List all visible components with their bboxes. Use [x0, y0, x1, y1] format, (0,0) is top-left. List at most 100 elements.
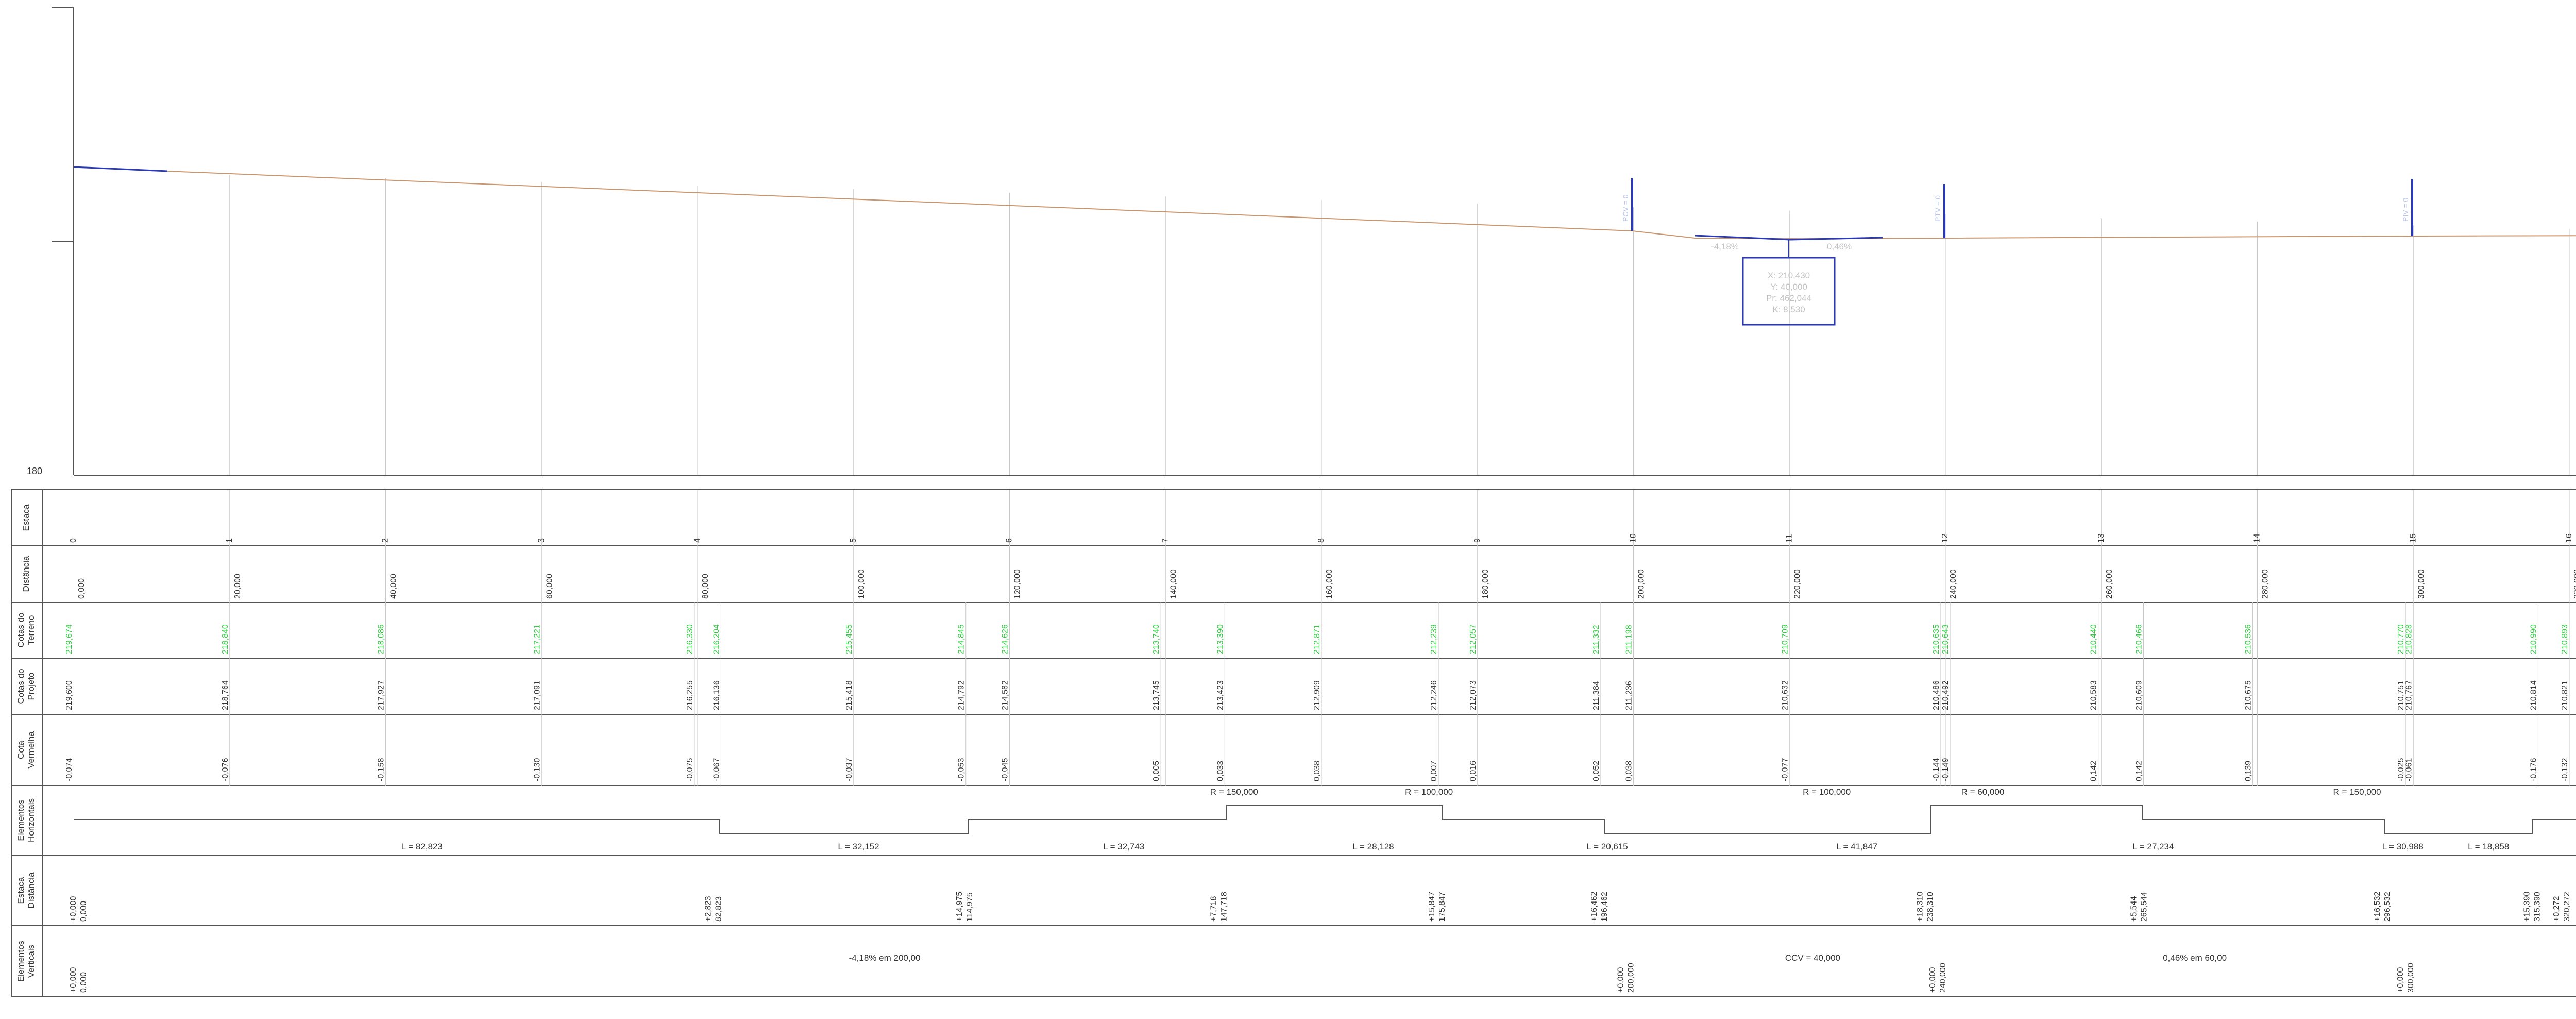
cumulative-distance: 315,390: [2533, 892, 2541, 922]
design-grade-start: [73, 166, 168, 172]
terrain-elevation: 211,198: [1625, 625, 1634, 654]
red-elevation: -0,144: [1932, 758, 1941, 781]
profile-line: [167, 171, 2576, 240]
cumulative-distance: 0,000: [79, 901, 88, 922]
project-elevation: 217,927: [377, 680, 386, 710]
project-elevation: 211,384: [1592, 681, 1601, 710]
station-number: 6: [1005, 538, 1014, 543]
row-label: Elementos: [16, 799, 26, 841]
radius-label: R = 150,000: [2333, 787, 2381, 797]
red-elevation: 0,139: [2244, 761, 2252, 781]
radius-label: R = 100,000: [1803, 787, 1851, 797]
station-number: 3: [537, 538, 546, 543]
station-number: 16: [2565, 533, 2573, 543]
red-elevation: 0,038: [1625, 761, 1634, 781]
red-elevation: -0,061: [2404, 758, 2413, 781]
red-elevation: -0,130: [533, 758, 541, 781]
distance-value: 160,000: [1325, 569, 1334, 599]
station-number: 15: [2409, 533, 2417, 543]
row-label: Estaca: [21, 504, 31, 531]
distance-value: 320,000: [2573, 569, 2576, 599]
station-number: 5: [849, 538, 858, 543]
station-number: 11: [1785, 534, 1793, 543]
terrain-elevation: 210,536: [2244, 624, 2252, 654]
length-label: L = 28,128: [1352, 842, 1394, 851]
terrain-elevation: 210,828: [2404, 624, 2413, 654]
project-elevation: 210,751: [2397, 680, 2405, 710]
red-elevation: -0,053: [957, 758, 966, 781]
terrain-elevation: 219,674: [65, 624, 74, 654]
project-elevation: 216,136: [712, 680, 721, 710]
curve-info-y: Y: 40,000: [1770, 282, 1807, 292]
terrain-elevation: 218,840: [221, 624, 230, 654]
red-elevation: -0,045: [1001, 758, 1010, 781]
project-elevation: 219,600: [65, 680, 74, 710]
curve-info-x: X: 210,430: [1768, 271, 1810, 280]
station-number: 10: [1629, 533, 1638, 543]
length-label: L = 32,743: [1103, 842, 1144, 851]
project-elevation: 212,909: [1313, 680, 1321, 710]
vertical-element-label: 0,46% em 60,00: [2163, 953, 2227, 963]
terrain-elevation: 212,057: [1469, 624, 1478, 654]
terrain-elevation: 214,845: [957, 624, 966, 654]
project-elevation: 213,745: [1152, 680, 1161, 710]
slope-out-label: 0,46%: [1827, 242, 1852, 252]
elevation-label: 180: [27, 466, 42, 476]
terrain-elevation: 213,740: [1152, 624, 1161, 654]
red-elevation: -0,067: [712, 758, 721, 781]
row-label: Terreno: [26, 615, 36, 645]
project-elevation: 210,583: [2090, 680, 2098, 710]
station-number: 2: [381, 538, 390, 543]
station-number: 14: [2253, 533, 2262, 543]
vertical-distance: 300,000: [2406, 963, 2415, 993]
station-offset: +5,544: [2129, 896, 2138, 922]
project-elevation: 212,246: [1430, 680, 1438, 710]
vertical-element-label: CCV = 40,000: [1785, 953, 1840, 963]
red-elevation: -0,075: [686, 758, 694, 781]
distance-value: 200,000: [1637, 569, 1646, 599]
row-label: Projeto: [26, 673, 36, 700]
terrain-elevation: 210,440: [2090, 624, 2098, 654]
vertical-station-offset: +0,000: [69, 967, 78, 993]
profile-area: 180 PCV = 0 PTV = 0 PIV = 0 X: 210,430 Y…: [27, 7, 2576, 476]
distance-value: 100,000: [857, 569, 866, 599]
station-offset: +15,847: [1428, 892, 1436, 922]
project-elevation: 212,073: [1469, 680, 1478, 710]
distance-value: 60,000: [545, 574, 554, 599]
terrain-elevation: 217,221: [533, 624, 541, 654]
pcv-label: PCV = 0: [1621, 194, 1630, 222]
cumulative-distance: 114,975: [965, 892, 974, 922]
project-elevation: 214,792: [957, 680, 966, 710]
terrain-elevation: 210,770: [2397, 624, 2405, 654]
horizontal-alignment-diagram: [74, 805, 2576, 834]
station-number: 7: [1161, 538, 1170, 543]
distance-value: 120,000: [1013, 569, 1022, 599]
project-elevation: 210,675: [2244, 680, 2252, 710]
length-label: L = 20,615: [1587, 842, 1628, 851]
red-elevation: -0,076: [221, 758, 230, 781]
vertical-station-offset: +0,000: [2396, 967, 2405, 993]
terrain-elevation: 212,871: [1313, 624, 1321, 654]
ptv-label: PTV = 0: [1934, 195, 1942, 222]
red-elevation: -0,158: [377, 758, 386, 781]
distance-value: 140,000: [1169, 569, 1178, 599]
row-label: Estaca: [16, 877, 26, 904]
terrain-elevation: 210,990: [2529, 624, 2538, 654]
station-offset: +0,000: [69, 896, 78, 922]
project-elevation: 210,632: [1781, 680, 1789, 710]
station-verticals: [229, 175, 2570, 475]
cumulative-distance: 238,310: [1926, 892, 1935, 922]
terrain-elevation: 210,643: [1941, 624, 1950, 654]
slope-in-label: -4,18%: [1711, 242, 1739, 252]
terrain-elevation: 215,455: [845, 624, 854, 654]
row-label: Distância: [21, 556, 31, 592]
terrain-elevation: 216,330: [686, 624, 694, 654]
project-elevation: 213,423: [1216, 680, 1225, 710]
red-elevation: -0,074: [65, 758, 74, 781]
vertical-distance: 0,000: [79, 972, 88, 993]
vertical-station-offset: +0,000: [1928, 967, 1937, 993]
station-number: 8: [1317, 538, 1326, 543]
station-offset: +15,390: [2522, 892, 2531, 922]
distance-value: 80,000: [701, 574, 710, 599]
vertical-station-offset: +0,000: [1616, 967, 1625, 993]
